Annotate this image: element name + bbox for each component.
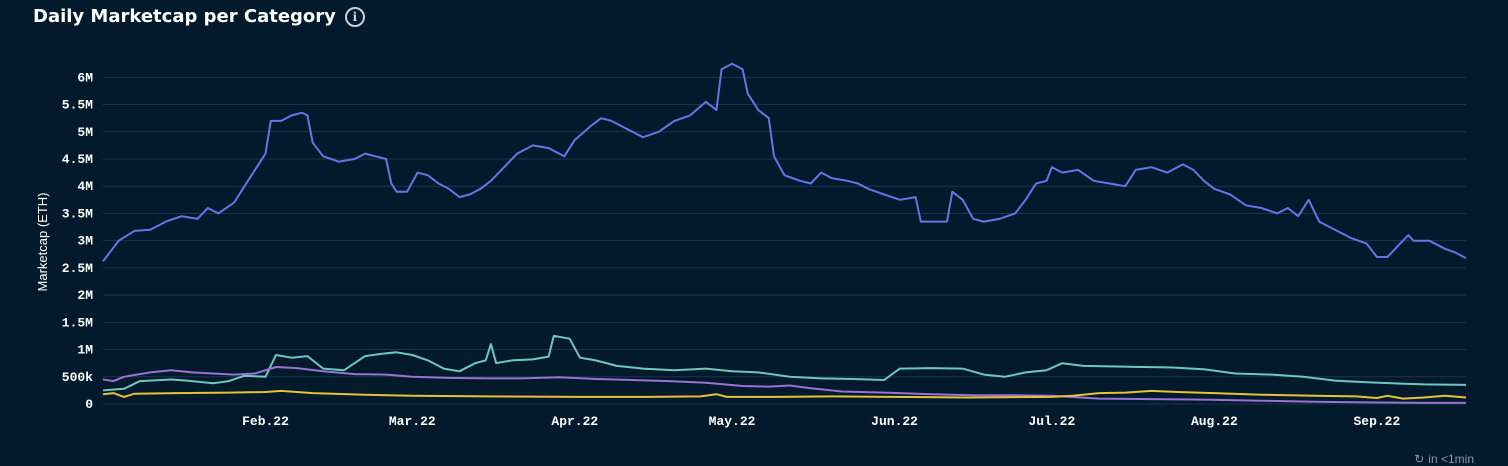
refresh-icon: ↻ [1414,452,1425,466]
x-tick-label: Mar.22 [389,414,436,429]
y-tick-label: 4M [77,179,93,194]
y-tick-label: 1.5M [62,315,93,330]
y-tick-label: 2.5M [62,261,93,276]
y-axis-label: Marketcap (ETH) [35,193,50,292]
y-tick-label: 3.5M [62,206,93,221]
series-line-2[interactable] [102,334,1467,392]
chart-gridlines [103,76,1466,405]
refresh-status: ↻ in <1min [1414,452,1474,466]
x-tick-label: Sep.22 [1353,414,1400,429]
y-axis-ticks: 0 500k 1M 1.5M 2M 2.5M 3M 3.5M 4M 4.5M 5M 5.5M 6M [62,70,93,412]
y-tick-label: 2M [77,288,93,303]
y-tick-label: 0 [85,397,93,412]
x-tick-label: Jun.22 [871,414,918,429]
x-tick-label: Aug.22 [1191,414,1238,429]
info-icon[interactable]: i [344,6,365,27]
y-tick-label: 4.5M [62,152,93,167]
chart-header: Daily Marketcap per Category i [33,6,365,27]
refresh-text: in <1min [1428,452,1474,466]
series-line-4[interactable] [102,389,1467,400]
y-tick-label: 5M [77,125,93,140]
chart-series-lines [102,62,1467,404]
x-tick-label: May.22 [709,414,756,429]
y-tick-label: 500k [62,370,93,385]
chart-title: Daily Marketcap per Category [33,6,336,27]
y-tick-label: 3M [77,234,93,249]
y-tick-label: 5.5M [62,98,93,113]
x-tick-label: Jul.22 [1028,414,1075,429]
y-tick-label: 1M [77,343,93,358]
y-tick-label: 6M [77,70,93,85]
x-tick-label: Apr.22 [551,414,598,429]
x-axis-ticks: Feb.22 Mar.22 Apr.22 May.22 Jun.22 Jul.22 Aug.… [242,414,1400,429]
series-line-1[interactable] [102,62,1467,263]
series-line-3[interactable] [102,366,1466,404]
x-tick-label: Feb.22 [242,414,289,429]
